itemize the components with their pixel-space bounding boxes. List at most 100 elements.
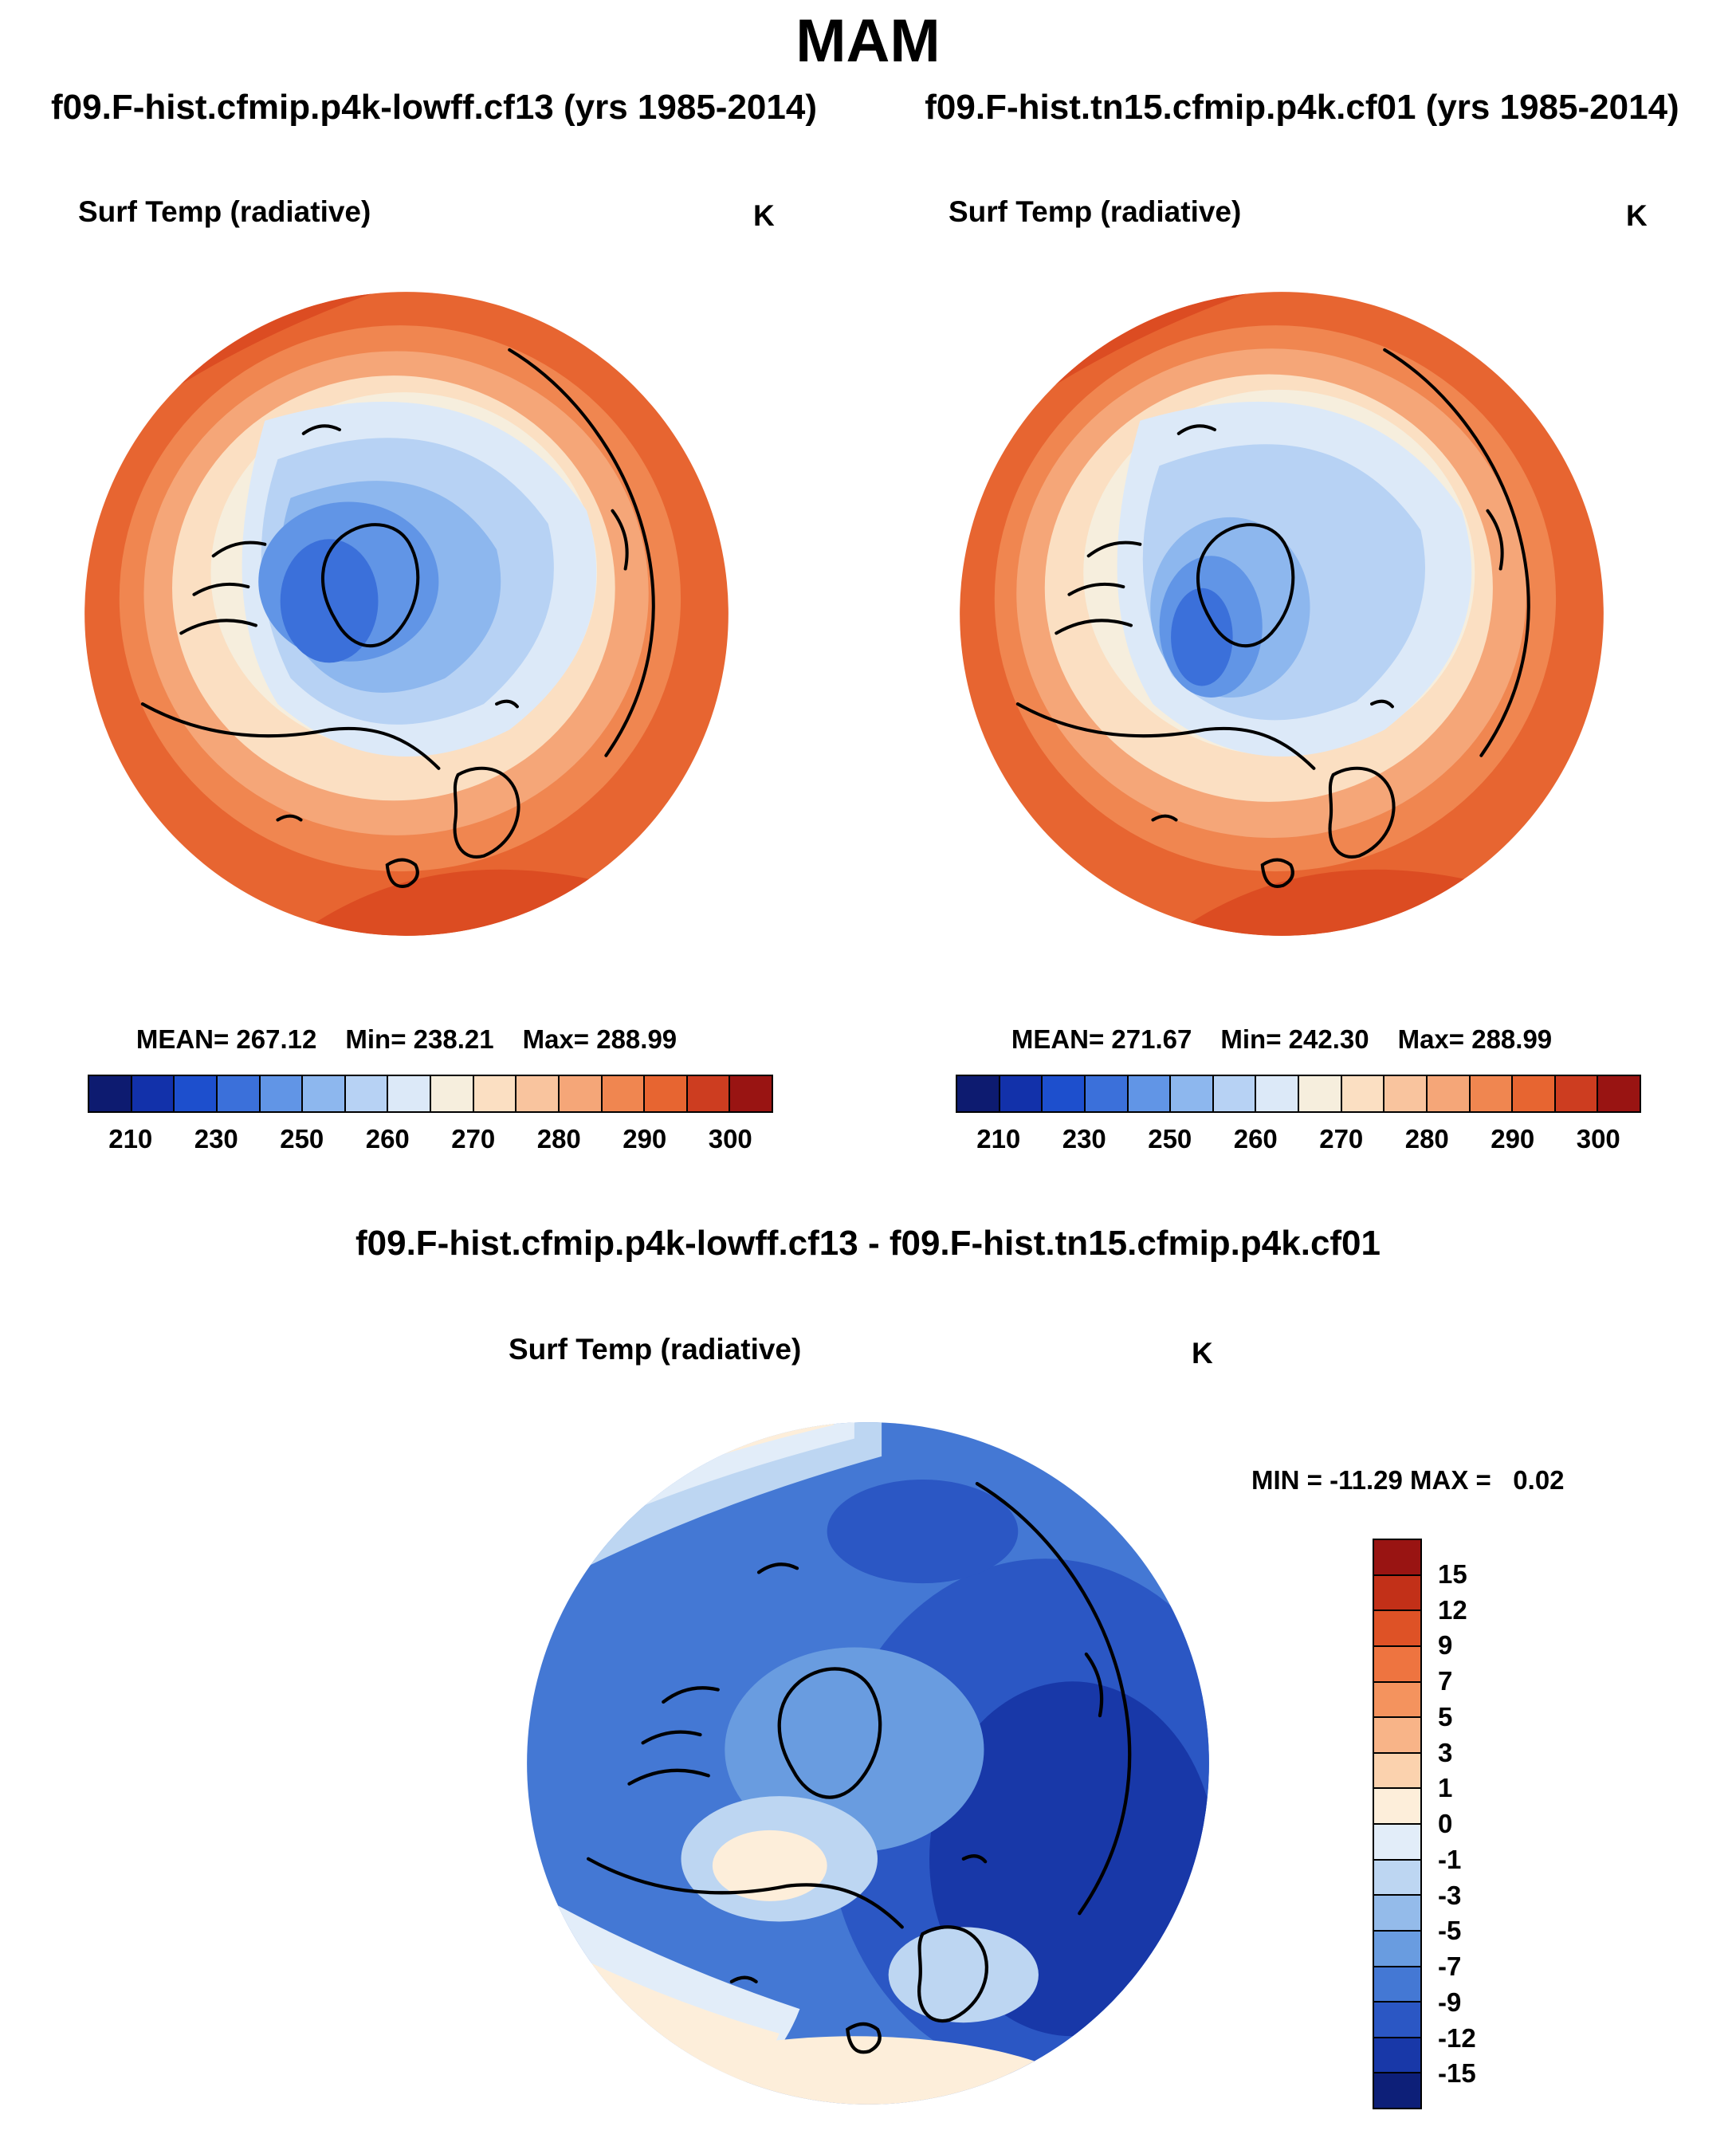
right-unit-label: K — [1626, 199, 1648, 232]
colorbar-tick: -5 — [1438, 1916, 1462, 1946]
colorbar-cell — [1425, 1076, 1469, 1111]
left-colorbar — [88, 1075, 773, 1113]
colorbar-tick: 230 — [1062, 1124, 1106, 1154]
colorbar-cell — [1468, 1076, 1512, 1111]
colorbar-cell — [515, 1076, 558, 1111]
right-map-field — [960, 292, 1604, 936]
colorbar-cell — [1126, 1076, 1170, 1111]
colorbar-cell — [1374, 1894, 1420, 1930]
colorbar-cell — [1374, 1787, 1420, 1823]
diff-unit-label: K — [1192, 1337, 1213, 1370]
colorbar-cell — [173, 1076, 216, 1111]
colorbar-tick: 3 — [1438, 1737, 1453, 1767]
colorbar-tick: 290 — [623, 1124, 667, 1154]
colorbar-tick: 7 — [1438, 1666, 1453, 1696]
colorbar-cell — [258, 1076, 302, 1111]
left-colorbar-ticks: 210 230 250 260 270 280 290 300 — [88, 1124, 773, 1154]
diff-stats: MIN = -11.29 MAX = 0.02 — [1251, 1465, 1565, 1496]
colorbar-cell — [1374, 1540, 1420, 1574]
colorbar-cell — [1374, 2036, 1420, 2073]
right-colorbar-ticks: 210 230 250 260 270 280 290 300 — [956, 1124, 1641, 1154]
right-colorbar — [956, 1075, 1641, 1113]
colorbar-cell — [1041, 1076, 1084, 1111]
colorbar-cell — [1374, 1751, 1420, 1788]
left-map-svg — [84, 292, 729, 936]
colorbar-tick: -9 — [1438, 1987, 1462, 2017]
colorbar-cell — [1374, 1716, 1420, 1752]
left-mean: MEAN= 267.12 — [136, 1024, 317, 1054]
colorbar-cell — [1553, 1076, 1597, 1111]
diff-colorbar-ticks: 15 12 9 7 5 3 1 0 -1 -3 -5 -7 -9 -12 -15 — [1438, 1539, 1510, 2109]
colorbar-tick: 210 — [108, 1124, 153, 1154]
colorbar-tick: 300 — [1576, 1124, 1620, 1154]
right-min: Min= 242.30 — [1220, 1024, 1369, 1054]
diff-min: MIN = -11.29 — [1251, 1465, 1403, 1495]
right-max: Max= 288.99 — [1397, 1024, 1553, 1054]
left-map-field — [84, 292, 729, 936]
colorbar-tick: 270 — [1319, 1124, 1364, 1154]
colorbar-cell — [1374, 2072, 1420, 2108]
subtitle-row: f09.F-hist.cfmip.p4k-lowff.cf13 (yrs 198… — [0, 88, 1736, 128]
colorbar-tick: 260 — [365, 1124, 410, 1154]
right-map — [947, 279, 1616, 949]
colorbar-tick: 12 — [1438, 1594, 1467, 1625]
colorbar-tick: 290 — [1491, 1124, 1535, 1154]
left-map — [72, 279, 741, 949]
colorbar-tick: 230 — [194, 1124, 238, 1154]
colorbar-cell — [1374, 1610, 1420, 1645]
colorbar-cell — [1374, 1574, 1420, 1610]
colorbar-cell — [1374, 1965, 1420, 2002]
left-field-label: Surf Temp (radiative) — [78, 195, 371, 228]
left-max: Max= 288.99 — [522, 1024, 678, 1054]
diff-map — [513, 1409, 1223, 2118]
right-map-svg — [960, 292, 1604, 936]
colorbar-cell — [998, 1076, 1042, 1111]
colorbar-tick: 5 — [1438, 1701, 1453, 1731]
colorbar-cell — [643, 1076, 686, 1111]
colorbar-cell — [1374, 2001, 1420, 2037]
colorbar-cell — [430, 1076, 473, 1111]
colorbar-tick: 1 — [1438, 1773, 1453, 1803]
right-field-label: Surf Temp (radiative) — [949, 195, 1242, 228]
colorbar-cell — [387, 1076, 430, 1111]
colorbar-cell — [557, 1076, 601, 1111]
colorbar-cell — [130, 1076, 174, 1111]
colorbar-cell — [600, 1076, 644, 1111]
colorbar-tick: 280 — [1404, 1124, 1449, 1154]
colorbar-tick: 280 — [536, 1124, 581, 1154]
colorbar-tick: 300 — [708, 1124, 752, 1154]
left-unit-label: K — [753, 199, 775, 232]
colorbar-tick: 9 — [1438, 1630, 1453, 1661]
colorbar-tick: -12 — [1438, 2022, 1476, 2053]
colorbar-cell — [1597, 1076, 1640, 1111]
colorbar-cell — [1340, 1076, 1384, 1111]
colorbar-cell — [1511, 1076, 1554, 1111]
diff-map-svg — [527, 1422, 1209, 2105]
colorbar-cell — [1169, 1076, 1212, 1111]
diff-field-label: Surf Temp (radiative) — [509, 1333, 802, 1366]
colorbar-tick: 15 — [1438, 1558, 1467, 1589]
page-title: MAM — [795, 7, 941, 75]
colorbar-tick: -3 — [1438, 1880, 1462, 1910]
colorbar-cell — [1374, 1645, 1420, 1681]
colorbar-cell — [1083, 1076, 1127, 1111]
diff-title: f09.F-hist.cfmip.p4k-lowff.cf13 - f09.F-… — [355, 1224, 1381, 1263]
colorbar-cell — [1374, 1823, 1420, 1859]
colorbar-cell — [215, 1076, 259, 1111]
colorbar-cell — [301, 1076, 344, 1111]
left-min: Min= 238.21 — [345, 1024, 494, 1054]
right-mean: MEAN= 271.67 — [1011, 1024, 1192, 1054]
colorbar-cell — [957, 1076, 999, 1111]
colorbar-tick: 260 — [1233, 1124, 1278, 1154]
colorbar-tick: 250 — [1148, 1124, 1192, 1154]
colorbar-cell — [1374, 1680, 1420, 1717]
colorbar-cell — [1374, 1858, 1420, 1895]
colorbar-cell — [729, 1076, 772, 1111]
colorbar-tick: 270 — [451, 1124, 496, 1154]
colorbar-cell — [1255, 1076, 1298, 1111]
colorbar-tick: -7 — [1438, 1951, 1462, 1981]
colorbar-cell — [1298, 1076, 1341, 1111]
colorbar-cell — [1383, 1076, 1426, 1111]
diff-map-field — [527, 1422, 1209, 2105]
